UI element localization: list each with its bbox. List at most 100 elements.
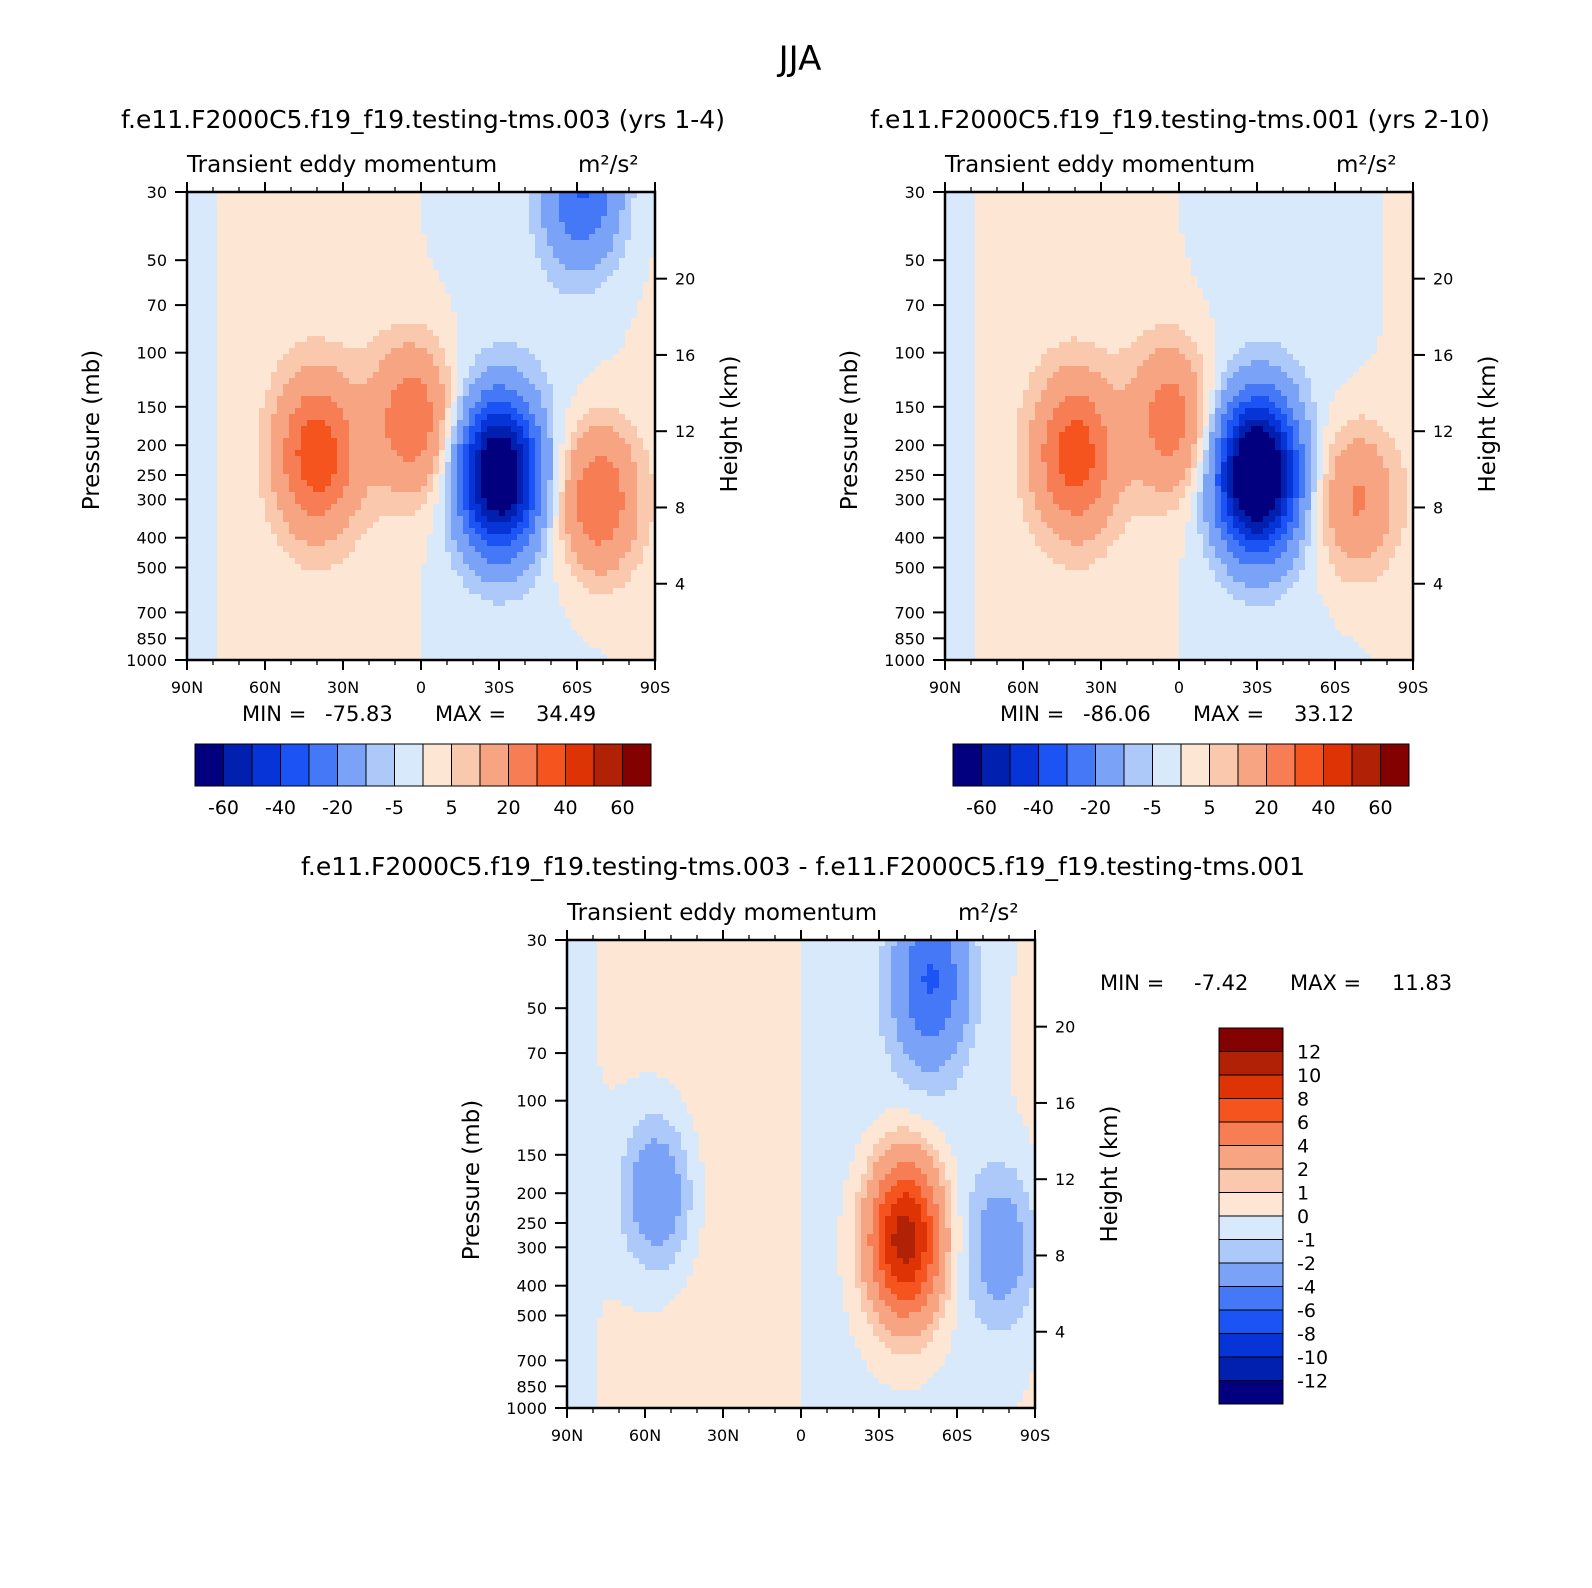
- field-cell: [523, 420, 530, 427]
- field-cell: [601, 384, 608, 391]
- field-cell: [559, 366, 566, 373]
- field-cell: [187, 540, 194, 547]
- field-cell: [373, 498, 380, 505]
- field-cell: [433, 312, 440, 319]
- field-cell: [199, 300, 206, 307]
- field-cell: [649, 558, 656, 565]
- field-cell: [649, 294, 656, 301]
- field-cell: [223, 372, 230, 379]
- field-cell: [517, 378, 524, 385]
- field-cell: [379, 324, 386, 331]
- field-cell: [403, 348, 410, 355]
- field-cell: [643, 192, 650, 199]
- field-cell: [643, 462, 650, 469]
- field-cell: [223, 354, 230, 361]
- field-cell: [253, 540, 260, 547]
- field-cell: [553, 474, 560, 481]
- field-cell: [409, 330, 416, 337]
- field-cell: [295, 222, 302, 229]
- field-cell: [415, 228, 422, 235]
- field-cell: [433, 216, 440, 223]
- field-cell: [499, 504, 506, 511]
- field-cell: [421, 378, 428, 385]
- field-cell: [469, 294, 476, 301]
- panel-1-title: f.e11.F2000C5.f19_f19.testing-tms.003 (y…: [121, 105, 725, 134]
- field-cell: [253, 264, 260, 271]
- field-cell: [253, 330, 260, 337]
- field-cell: [343, 294, 350, 301]
- field-cell: [277, 354, 284, 361]
- field-cell: [277, 540, 284, 547]
- field-cell: [193, 336, 200, 343]
- field-cell: [199, 474, 206, 481]
- field-cell: [325, 564, 332, 571]
- field-cell: [451, 204, 458, 211]
- field-cell: [325, 384, 332, 391]
- field-cell: [367, 480, 374, 487]
- field-cell: [535, 204, 542, 211]
- field-cell: [307, 438, 314, 445]
- field-cell: [547, 360, 554, 367]
- field-cell: [253, 558, 260, 565]
- field-cell: [295, 516, 302, 523]
- field-cell: [319, 222, 326, 229]
- field-cell: [313, 516, 320, 523]
- field-cell: [337, 294, 344, 301]
- field-cell: [235, 564, 242, 571]
- field-cell: [511, 312, 518, 319]
- field-cell: [205, 492, 212, 499]
- field-cell: [349, 516, 356, 523]
- field-cell: [613, 288, 620, 295]
- field-cell: [589, 264, 596, 271]
- field-cell: [553, 372, 560, 379]
- field-cell: [631, 534, 638, 541]
- field-cell: [607, 546, 614, 553]
- field-cell: [595, 522, 602, 529]
- field-cell: [589, 414, 596, 421]
- field-cell: [415, 468, 422, 475]
- field-cell: [445, 216, 452, 223]
- field-cell: [259, 246, 266, 253]
- field-cell: [385, 204, 392, 211]
- field-cell: [295, 498, 302, 505]
- field-cell: [631, 384, 638, 391]
- field-cell: [493, 438, 500, 445]
- field-cell: [583, 246, 590, 253]
- field-cell: [619, 402, 626, 409]
- field-cell: [523, 426, 530, 433]
- field-cell: [241, 540, 248, 547]
- field-cell: [625, 420, 632, 427]
- field-cell: [313, 258, 320, 265]
- field-cell: [643, 318, 650, 325]
- field-cell: [481, 486, 488, 493]
- field-cell: [523, 276, 530, 283]
- field-cell: [319, 486, 326, 493]
- field-cell: [247, 348, 254, 355]
- field-cell: [493, 522, 500, 529]
- field-cell: [307, 564, 314, 571]
- field-cell: [271, 246, 278, 253]
- field-cell: [529, 294, 536, 301]
- field-cell: [355, 366, 362, 373]
- field-cell: [265, 330, 272, 337]
- field-cell: [271, 294, 278, 301]
- field-cell: [187, 282, 194, 289]
- field-cell: [547, 402, 554, 409]
- field-cell: [403, 522, 410, 529]
- field-cell: [313, 534, 320, 541]
- field-cell: [463, 246, 470, 253]
- field-cell: [613, 528, 620, 535]
- field-cell: [565, 324, 572, 331]
- field-cell: [487, 252, 494, 259]
- field-cell: [361, 306, 368, 313]
- field-cell: [349, 402, 356, 409]
- field-cell: [535, 378, 542, 385]
- field-cell: [385, 210, 392, 217]
- field-cell: [535, 198, 542, 205]
- field-cell: [571, 306, 578, 313]
- field-cell: [313, 528, 320, 535]
- field-cell: [229, 204, 236, 211]
- field-cell: [271, 474, 278, 481]
- field-cell: [277, 318, 284, 325]
- field-cell: [601, 438, 608, 445]
